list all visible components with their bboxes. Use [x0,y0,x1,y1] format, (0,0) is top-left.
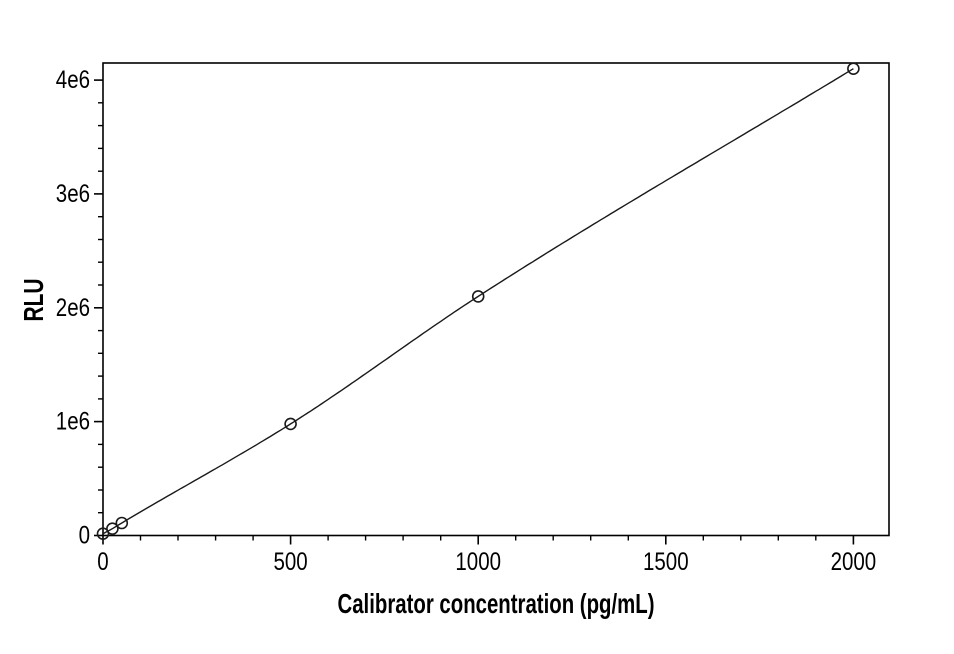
data-point-marker [847,62,860,75]
y-tick-label: 0 [79,522,90,550]
plot-border [102,62,890,537]
data-point-marker [96,527,110,541]
y-tick-label: 2e6 [56,294,90,322]
y-axis-title: RLU [18,279,49,322]
fit-curve-line [102,68,854,535]
x-tick-label: 1500 [643,548,689,576]
x-tick-label: 2000 [831,548,877,576]
x-tick-label: 0 [97,548,108,576]
y-tick-label: 1e6 [56,408,90,436]
data-point-marker [115,516,129,530]
y-tick-label: 4e6 [56,66,90,94]
x-tick-label: 500 [274,548,308,576]
data-point-marker [284,417,297,431]
x-tick-label: 1000 [455,548,501,576]
y-tick-label: 3e6 [56,180,90,208]
data-point-marker [106,522,119,536]
x-axis-title: Calibrator concentration (pg/mL) [338,588,655,619]
data-point-marker [471,290,485,303]
